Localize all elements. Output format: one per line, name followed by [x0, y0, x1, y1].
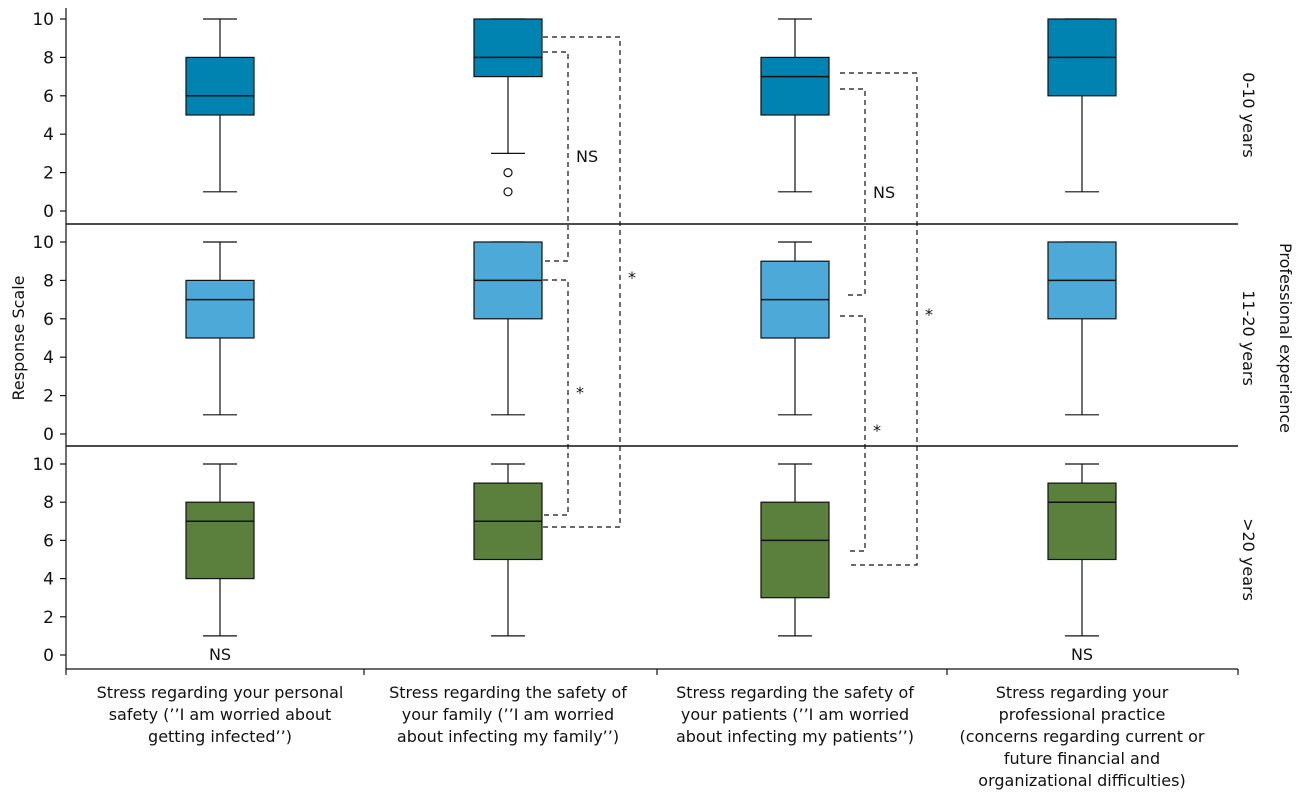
- category-label-line: Stress regarding the safety of: [676, 683, 914, 702]
- y-tick-label: 4: [43, 348, 54, 368]
- comparison-label: *: [925, 305, 933, 324]
- comparison-bracket: [840, 72, 918, 566]
- category-label: Stress regarding the safety of your patie…: [676, 683, 914, 746]
- right-axis-title: Professional experience: [1276, 243, 1295, 433]
- category-label: Stress regarding your professional practi…: [960, 683, 1205, 790]
- annotation-label: NS: [209, 645, 231, 664]
- outlier-point: [503, 187, 513, 197]
- y-tick-label: 8: [43, 271, 54, 291]
- comparison-label: NS: [576, 147, 598, 166]
- y-tick-label: 4: [43, 125, 54, 145]
- box-iqr: [760, 501, 830, 599]
- y-tick-label: 6: [43, 310, 54, 330]
- y-tick-label: 0: [43, 646, 54, 666]
- y-tick-label: 8: [43, 48, 54, 68]
- y-tick-label: 0: [43, 202, 54, 222]
- y-tick-label: 2: [43, 164, 54, 184]
- category-label-line: Stress regarding your personal: [97, 683, 344, 702]
- category-label-line: your patients (’’I am worried: [681, 705, 909, 724]
- comparison-bracket: [543, 51, 569, 262]
- category-label-line: about infecting my family’’): [397, 727, 619, 746]
- comparison-label: *: [873, 421, 881, 440]
- category-label-line: Stress regarding the safety of: [389, 683, 627, 702]
- box-iqr: [185, 279, 255, 339]
- box-iqr: [185, 56, 255, 116]
- comparison-label: *: [628, 268, 636, 287]
- box-iqr: [1047, 482, 1117, 561]
- category-label-line: safety (’’I am worried about: [109, 705, 332, 724]
- panel-label: 11-20 years: [1239, 290, 1258, 386]
- comparison-label: *: [576, 383, 584, 402]
- category-label-line: about infecting my patients’’): [676, 727, 914, 746]
- y-tick-label: 2: [43, 387, 54, 407]
- panel-label: 0-10 years: [1239, 72, 1258, 157]
- category-label: Stress regarding the safety of your famil…: [389, 683, 627, 746]
- outlier-point: [503, 168, 513, 178]
- category-label-line: (concerns regarding current or: [960, 727, 1205, 746]
- comparison-bracket: [543, 279, 569, 516]
- y-tick-label: 6: [43, 87, 54, 107]
- comparison-bracket: [543, 36, 621, 528]
- box-iqr: [760, 56, 830, 116]
- y-tick-label: 10: [32, 10, 54, 30]
- y-tick-label: 2: [43, 608, 54, 628]
- annotation-label: NS: [1071, 645, 1093, 664]
- comparison-bracket: [840, 88, 866, 296]
- comparison-label: NS: [873, 183, 895, 202]
- comparison-bracket: [840, 315, 866, 552]
- category-label-line: Stress regarding your: [996, 683, 1169, 702]
- category-label-line: getting infected’’): [148, 727, 292, 746]
- y-tick-label: 0: [43, 425, 54, 445]
- box-iqr: [185, 501, 255, 580]
- category-label-line: your family (’’I am worried: [402, 705, 614, 724]
- y-tick-label: 4: [43, 570, 54, 590]
- y-tick-label: 8: [43, 493, 54, 513]
- panel-label: >20 years: [1239, 518, 1258, 601]
- y-axis-title: Response Scale: [9, 276, 28, 401]
- box-iqr: [473, 18, 543, 78]
- category-label-line: professional practice: [999, 705, 1166, 724]
- y-tick-label: 10: [32, 455, 54, 475]
- category-label: Stress regarding your personal safety (’’…: [97, 683, 344, 746]
- category-label-line: organizational difficulties): [978, 771, 1185, 790]
- y-tick-label: 10: [32, 233, 54, 253]
- y-tick-label: 6: [43, 531, 54, 551]
- category-label-line: future financial and: [1004, 749, 1160, 768]
